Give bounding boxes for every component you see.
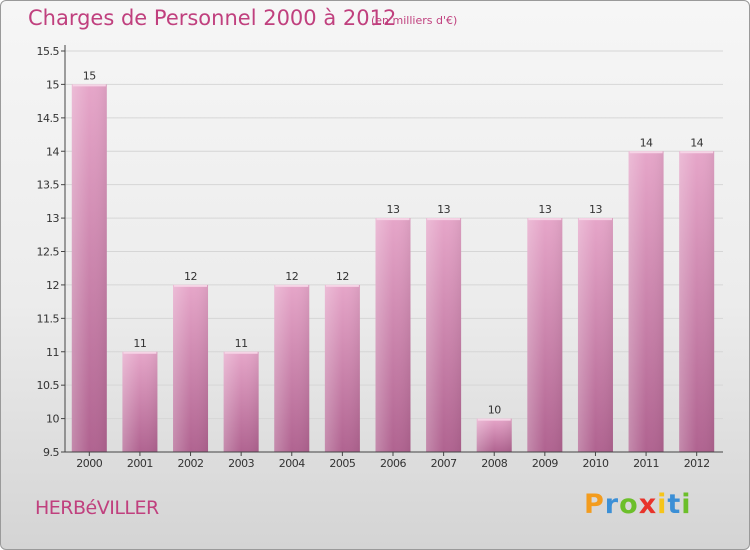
y-tick-label: 12.5 <box>37 246 60 259</box>
y-tick-label: 14 <box>46 145 59 158</box>
y-tick-label: 13 <box>46 212 59 225</box>
value-label: 11 <box>133 337 146 350</box>
x-tick-label: 2006 <box>380 457 406 470</box>
bar-shine <box>223 351 259 452</box>
logo-letter: r <box>604 489 620 520</box>
x-tick-label: 2000 <box>76 457 102 470</box>
bar-shine <box>122 351 158 452</box>
logo-letter: x <box>638 489 658 520</box>
y-tick-label: 10 <box>46 413 59 426</box>
bar-shine <box>173 284 209 452</box>
y-tick-label: 12 <box>46 279 59 292</box>
value-label: 13 <box>538 203 551 216</box>
bar-shine <box>476 418 512 452</box>
logo-letter: t <box>667 489 682 520</box>
value-label: 10 <box>488 404 501 417</box>
value-label: 14 <box>640 136 653 149</box>
x-tick-label: 2001 <box>127 457 153 470</box>
value-label: 12 <box>336 270 349 283</box>
x-tick-label: 2005 <box>329 457 355 470</box>
logo-letter: i <box>681 489 692 520</box>
y-tick-label: 15.5 <box>37 45 60 58</box>
y-tick-label: 11 <box>46 346 59 359</box>
y-tick-label: 14.5 <box>37 112 60 125</box>
y-tick-label: 15 <box>46 78 59 91</box>
x-tick-label: 2002 <box>178 457 204 470</box>
value-label: 12 <box>184 270 197 283</box>
x-tick-label: 2004 <box>279 457 305 470</box>
x-tick-label: 2009 <box>532 457 558 470</box>
value-label: 11 <box>235 337 248 350</box>
x-tick-label: 2008 <box>481 457 507 470</box>
value-label: 15 <box>83 69 96 82</box>
bar-shine <box>426 218 462 452</box>
x-tick-label: 2012 <box>684 457 710 470</box>
value-label: 14 <box>690 136 703 149</box>
x-tick-label: 2010 <box>582 457 608 470</box>
y-tick-label: 11.5 <box>37 312 60 325</box>
value-label: 13 <box>437 203 450 216</box>
bar-shine <box>324 284 360 452</box>
x-tick-label: 2007 <box>431 457 457 470</box>
logo-letter: o <box>619 489 639 520</box>
bar-shine <box>577 218 613 452</box>
bar-shine <box>679 151 715 452</box>
logo-letter: P <box>584 489 605 520</box>
proxiti-logo: Proxiti <box>584 489 692 520</box>
y-tick-label: 13.5 <box>37 179 60 192</box>
y-tick-label: 9.5 <box>43 446 59 459</box>
value-label: 13 <box>589 203 602 216</box>
x-tick-label: 2011 <box>633 457 659 470</box>
town-name: HERBéVILLER <box>35 497 159 519</box>
bar-shine <box>375 218 411 452</box>
bar-shine <box>628 151 664 452</box>
value-label: 13 <box>387 203 400 216</box>
chart-title: Charges de Personnel 2000 à 2012 <box>28 6 397 30</box>
logo-letter: i <box>657 489 668 520</box>
x-tick-label: 2003 <box>228 457 254 470</box>
value-label: 12 <box>285 270 298 283</box>
bar-shine <box>71 84 107 453</box>
bar-shine <box>274 284 310 452</box>
y-tick-label: 10.5 <box>37 379 60 392</box>
chart-subtitle: (en milliers d'€) <box>371 14 458 27</box>
bar-shine <box>527 218 563 452</box>
